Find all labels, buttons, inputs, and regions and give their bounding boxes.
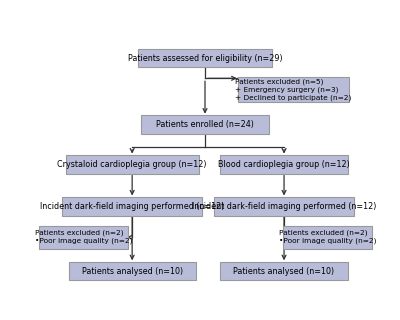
Text: Patients excluded (n=2)
•Poor image quality (n=2): Patients excluded (n=2) •Poor image qual… (279, 230, 376, 244)
FancyBboxPatch shape (138, 49, 272, 67)
Text: Crystaloid cardioplegia group (n=12): Crystaloid cardioplegia group (n=12) (58, 160, 207, 169)
FancyBboxPatch shape (69, 262, 196, 281)
FancyBboxPatch shape (66, 155, 199, 174)
Text: Patients assessed for eligibility (n=29): Patients assessed for eligibility (n=29) (128, 54, 282, 63)
Text: Patients excluded (n=2)
•Poor image quality (n=2): Patients excluded (n=2) •Poor image qual… (35, 230, 132, 244)
Text: Patients enrolled (n=24): Patients enrolled (n=24) (156, 120, 254, 129)
FancyBboxPatch shape (142, 116, 268, 134)
FancyBboxPatch shape (214, 197, 354, 216)
FancyBboxPatch shape (38, 226, 128, 249)
FancyBboxPatch shape (238, 77, 349, 102)
Text: Patients analysed (n=10): Patients analysed (n=10) (234, 267, 335, 276)
FancyBboxPatch shape (220, 155, 348, 174)
FancyBboxPatch shape (220, 262, 348, 281)
FancyBboxPatch shape (282, 226, 372, 249)
Text: Blood cardioplegia group (n=12): Blood cardioplegia group (n=12) (218, 160, 350, 169)
Text: Patients analysed (n=10): Patients analysed (n=10) (82, 267, 183, 276)
FancyBboxPatch shape (62, 197, 202, 216)
Text: Incident dark-field imaging performed (n=12): Incident dark-field imaging performed (n… (192, 202, 376, 211)
Text: Patients excluded (n=5)
+ Emergency surgery (n=3)
+ Declined to participate (n=2: Patients excluded (n=5) + Emergency surg… (235, 78, 352, 101)
Text: Incident dark-field imaging performed (n=12): Incident dark-field imaging performed (n… (40, 202, 224, 211)
